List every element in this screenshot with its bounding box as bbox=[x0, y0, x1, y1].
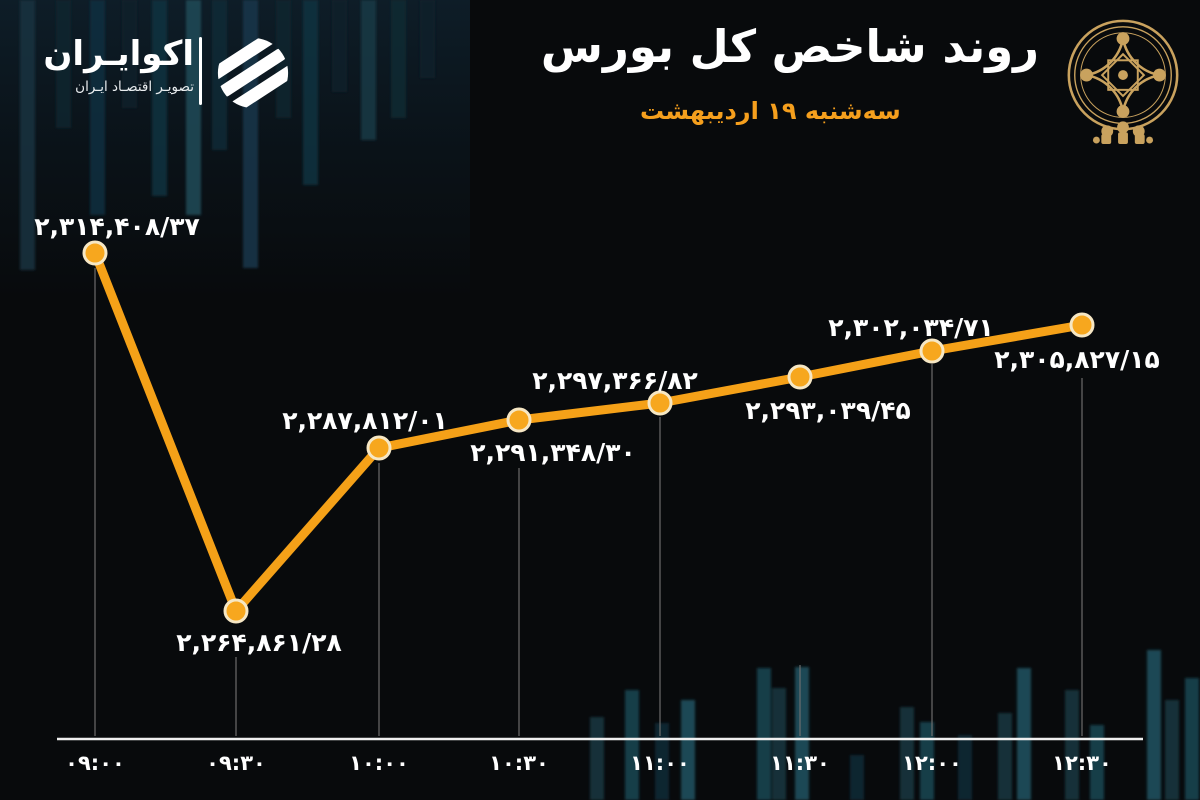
data-point-marker bbox=[1069, 312, 1095, 338]
date-subtitle: سه‌شنبه ۱۹ اردیبهشت bbox=[640, 97, 901, 125]
brand-block: اکوایـران تصویـر اقتصـاد ایـران bbox=[20, 34, 194, 96]
data-point-label: ۲,۳۰۲,۰۳۴/۷۱ bbox=[828, 313, 993, 342]
data-point-marker bbox=[223, 598, 249, 624]
data-point-marker bbox=[647, 390, 673, 416]
x-axis-tick-label: ۱۰:۰۰ bbox=[349, 751, 409, 775]
ecoiran-logo-icon bbox=[217, 37, 289, 109]
data-point-marker bbox=[366, 435, 392, 461]
data-point-labels: ۲,۳۱۴,۴۰۸/۳۷ ۲,۲۶۴,۸۶۱/۲۸ ۲,۲۸۷,۸۱۲/۰۱ ۲… bbox=[34, 212, 1159, 657]
data-point-label: ۲,۲۶۴,۸۶۱/۲۸ bbox=[176, 628, 341, 657]
brand-name: اکوایـران bbox=[43, 34, 194, 74]
page-title: روند شاخص کل بورس bbox=[540, 20, 1040, 73]
brand-tagline: تصویـر اقتصـاد ایـران bbox=[75, 79, 194, 96]
data-point-label: ۲,۲۹۱,۳۴۸/۳۰ bbox=[470, 438, 635, 467]
data-point-label: ۲,۲۸۷,۸۱۲/۰۱ bbox=[282, 406, 447, 435]
x-axis-tick-label: ۱۱:۰۰ bbox=[630, 751, 690, 775]
data-point-marker bbox=[82, 240, 108, 266]
x-axis-tick-label: ۰۹:۳۰ bbox=[206, 751, 266, 775]
data-point-markers bbox=[82, 240, 1095, 624]
data-point-marker bbox=[787, 364, 813, 390]
stock-exchange-emblem-icon bbox=[1067, 19, 1179, 145]
index-line-series bbox=[90, 248, 1087, 616]
drop-lines bbox=[94, 268, 1083, 736]
x-axis-tick-label: ۱۲:۳۰ bbox=[1052, 751, 1112, 775]
data-point-marker bbox=[919, 338, 945, 364]
data-point-marker bbox=[506, 407, 532, 433]
x-axis-tick-label: ۰۹:۰۰ bbox=[65, 751, 125, 775]
brand-separator bbox=[199, 37, 202, 105]
data-point-label: ۲,۳۱۴,۴۰۸/۳۷ bbox=[34, 212, 199, 241]
x-axis-tick-label: ۱۰:۳۰ bbox=[489, 751, 549, 775]
data-point-label: ۲,۳۰۵,۸۲۷/۱۵ bbox=[994, 345, 1159, 374]
x-axis-tick-label: ۱۱:۳۰ bbox=[770, 751, 830, 775]
x-axis-tick-label: ۱۲:۰۰ bbox=[902, 751, 962, 775]
data-point-label: ۲,۲۹۳,۰۳۹/۴۵ bbox=[745, 396, 910, 425]
x-axis-tick-labels: ۰۹:۰۰ ۰۹:۳۰ ۱۰:۰۰ ۱۰:۳۰ ۱۱:۰۰ ۱۱:۳۰ ۱۲:۰… bbox=[65, 751, 1112, 775]
data-point-label: ۲,۲۹۷,۳۶۶/۸۲ bbox=[532, 366, 697, 395]
